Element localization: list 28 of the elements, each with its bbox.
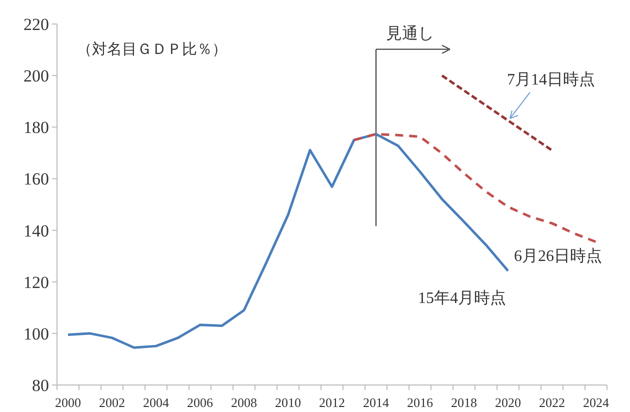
y-tick-label: 180 bbox=[24, 118, 49, 138]
y-tick-label: 220 bbox=[24, 15, 49, 34]
series-label: 7月14日時点 bbox=[507, 70, 595, 88]
x-tick-label: 2008 bbox=[231, 395, 257, 410]
x-tick-label: 2018 bbox=[451, 395, 477, 410]
x-tick-label: 2020 bbox=[495, 395, 521, 410]
series-label: 15年4月時点 bbox=[418, 288, 506, 307]
y-tick-label: 140 bbox=[24, 221, 49, 240]
x-tick-label: 2014 bbox=[363, 395, 390, 410]
y-tick-label: 80 bbox=[32, 376, 49, 395]
y-tick-label: 200 bbox=[24, 66, 49, 86]
ref-line-label: 見通し bbox=[386, 24, 434, 42]
x-tick-label: 2006 bbox=[187, 395, 214, 410]
y-tick-label: 100 bbox=[24, 324, 49, 344]
x-tick-label: 2016 bbox=[407, 395, 434, 410]
series-label: 6月26日時点 bbox=[514, 246, 602, 265]
annotation: （対名目ＧＤＰ比％） bbox=[77, 41, 227, 58]
y-tick-label: 120 bbox=[24, 272, 49, 292]
x-tick-label: 2010 bbox=[275, 395, 301, 410]
x-tick-label: 2000 bbox=[55, 395, 81, 410]
line-series bbox=[352, 132, 598, 244]
x-tick-label: 2012 bbox=[319, 395, 345, 410]
x-tick-label: 2024 bbox=[583, 395, 610, 410]
line-series bbox=[66, 132, 510, 349]
y-tick-label: 160 bbox=[24, 170, 49, 189]
x-tick-label: 2002 bbox=[99, 395, 125, 410]
x-tick-label: 2022 bbox=[539, 395, 565, 410]
x-tick-label: 2004 bbox=[143, 395, 170, 410]
